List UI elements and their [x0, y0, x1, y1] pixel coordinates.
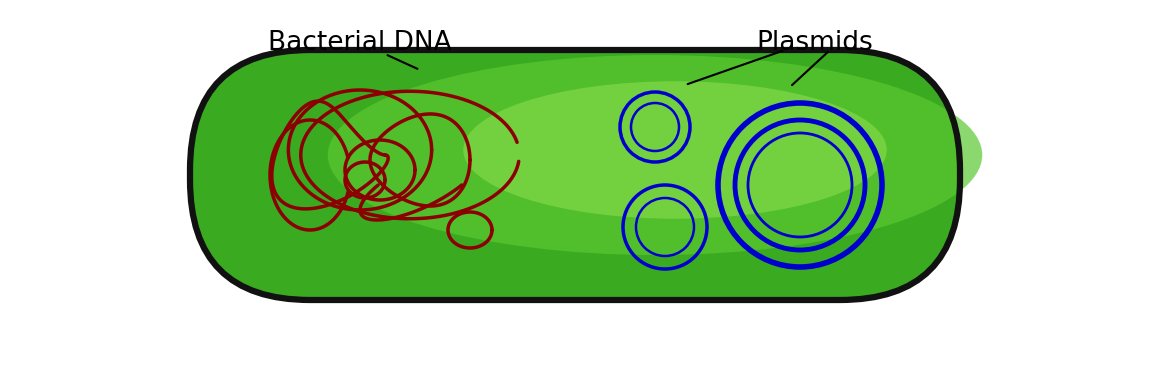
Text: Plasmids: Plasmids — [756, 30, 874, 56]
FancyBboxPatch shape — [190, 50, 960, 300]
Ellipse shape — [463, 81, 886, 219]
Text: Bacterial DNA: Bacterial DNA — [268, 30, 452, 56]
Ellipse shape — [328, 55, 982, 255]
